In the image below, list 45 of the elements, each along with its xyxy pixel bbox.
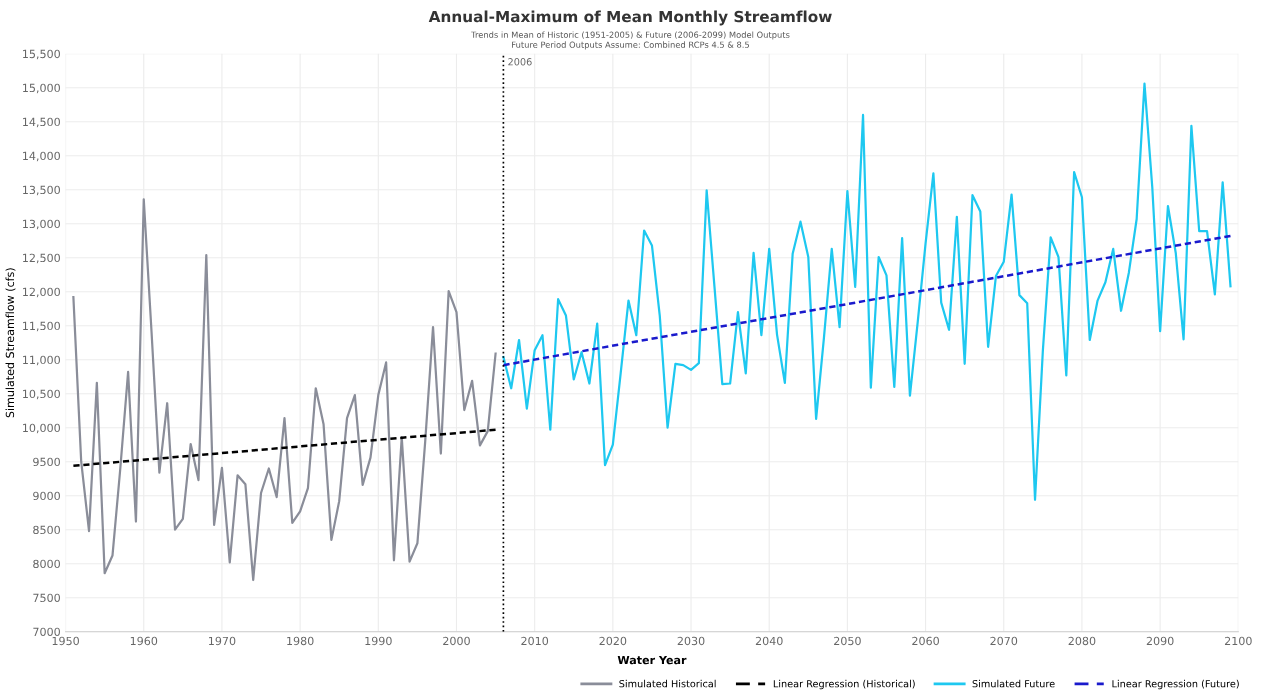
ref-line-label: 2006 [508,58,532,66]
line-series [72,198,497,582]
y-tick-label: 7000 [33,627,60,637]
legend-label: Linear Regression (Historical) [773,679,915,690]
y-tick-label: 9000 [33,491,60,501]
y-tick-label: 13,000 [23,219,60,230]
x-tick-label: 1970 [209,636,236,646]
x-tick-label: 1980 [287,636,314,646]
x-tick-label: 1950 [52,636,79,646]
x-tick-label: 2000 [443,636,470,646]
y-tick-label: 7500 [33,593,60,603]
x-tick-label: 1990 [365,636,392,646]
y-tick-label: 14,500 [23,117,60,128]
x-axis-title: Water Year [617,655,687,665]
y-tick-label: 14,000 [23,151,60,162]
y-tick-label: 15,000 [23,83,60,94]
x-tick-label: 2070 [990,636,1018,646]
y-axis-title: Simulated Streamflow (cfs) [5,268,16,418]
y-tick-label: 11,500 [23,321,60,332]
y-tick-label: 8000 [33,559,60,569]
y-tick-label: 10,500 [23,389,60,400]
y-tick-label: 11,000 [23,355,60,366]
x-tick-label: 2090 [1146,636,1174,646]
x-tick-label: 1960 [130,636,158,646]
x-tick-label: 2100 [1224,636,1252,646]
y-tick-label: 9500 [33,457,60,467]
y-tick-label: 10,000 [23,423,60,434]
y-tick-label: 13,500 [23,185,60,196]
legend-label: Simulated Future [972,679,1055,688]
legend-label: Linear Regression (Future) [1112,679,1239,690]
y-tick-label: 12,000 [23,287,60,298]
legend-label: Simulated Historical [619,679,716,688]
line-series [502,82,1232,501]
y-tick-label: 8500 [33,525,60,535]
chart-title: Annual-Maximum of Mean Monthly Streamflow [428,10,832,26]
x-tick-label: 2060 [912,636,939,646]
x-tick-label: 2030 [677,636,705,646]
y-tick-label: 12,500 [23,253,60,264]
x-tick-label: 2080 [1068,636,1096,646]
x-tick-label: 2010 [521,636,549,646]
chart-subtitle: Trends in Mean of Historic (1951-2005) & Future (2006-2099) Model Outputs Future Period Outputs Assume: Combined RCPs 4.5 & 8.5 [471,31,790,50]
x-tick-label: 2040 [755,636,783,646]
y-tick-label: 15,500 [23,49,60,60]
x-tick-label: 2020 [599,636,627,646]
x-tick-label: 2050 [834,636,861,646]
